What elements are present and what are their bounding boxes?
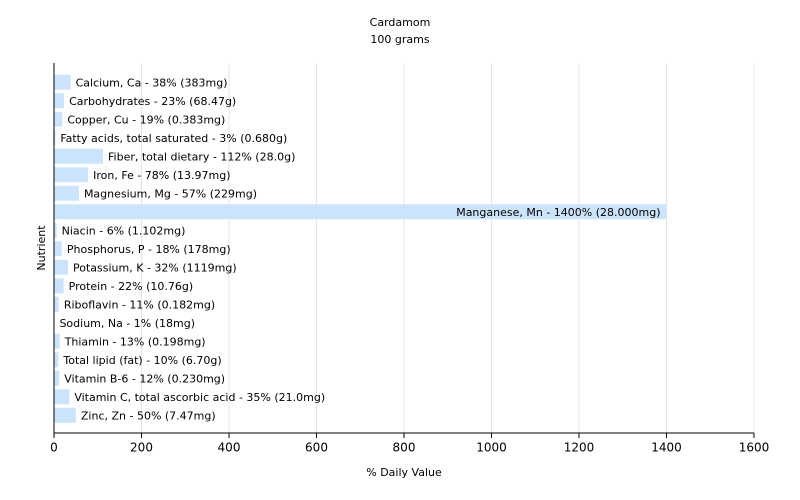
data-label: Potassium, K - 32% (1119mg) xyxy=(73,261,237,274)
bar xyxy=(54,352,59,368)
bar xyxy=(54,185,79,201)
bar xyxy=(54,74,71,90)
data-label: Niacin - 6% (1.102mg) xyxy=(62,224,186,237)
data-label: Magnesium, Mg - 57% (229mg) xyxy=(84,187,257,200)
bar xyxy=(54,407,76,423)
chart-subtitle: 100 grams xyxy=(370,33,429,46)
data-label: Zinc, Zn - 50% (7.47mg) xyxy=(81,409,216,422)
data-label: Calcium, Ca - 38% (383mg) xyxy=(76,76,228,89)
bar xyxy=(54,222,57,238)
bar xyxy=(54,111,63,127)
y-axis-label: Nutrient xyxy=(35,225,48,271)
bar xyxy=(54,278,64,294)
data-label: Riboflavin - 11% (0.182mg) xyxy=(64,298,215,311)
bar xyxy=(54,167,89,183)
data-label: Phosphorus, P - 18% (178mg) xyxy=(67,243,231,256)
x-tick-label: 1000 xyxy=(476,441,507,455)
bar xyxy=(54,370,60,386)
bar xyxy=(54,204,667,220)
x-tick-label: 1200 xyxy=(564,441,595,455)
x-tick-label: 1400 xyxy=(651,441,682,455)
bar xyxy=(54,333,60,349)
x-tick-label: 400 xyxy=(218,441,241,455)
bar xyxy=(54,259,68,275)
data-label: Vitamin C, total ascorbic acid - 35% (21… xyxy=(74,391,325,404)
data-label: Vitamin B-6 - 12% (0.230mg) xyxy=(64,372,225,385)
x-tick-label: 200 xyxy=(130,441,153,455)
bar xyxy=(54,389,70,405)
data-label: Sodium, Na - 1% (18mg) xyxy=(59,317,195,330)
bar xyxy=(54,296,59,312)
x-axis-label: % Daily Value xyxy=(366,466,442,479)
x-tick-label: 0 xyxy=(50,441,58,455)
data-label: Fiber, total dietary - 112% (28.0g) xyxy=(108,150,295,163)
data-label: Copper, Cu - 19% (0.383mg) xyxy=(67,113,225,126)
data-label: Manganese, Mn - 1400% (28.000mg) xyxy=(456,206,660,219)
bar xyxy=(54,93,65,109)
data-label: Protein - 22% (10.76g) xyxy=(69,280,194,293)
chart-title: Cardamom xyxy=(370,16,431,29)
bar xyxy=(54,130,56,146)
x-tick-label: 1600 xyxy=(739,441,770,455)
data-label: Carbohydrates - 23% (68.47g) xyxy=(69,95,236,108)
x-tick-label: 600 xyxy=(305,441,328,455)
bar xyxy=(54,241,62,257)
bar xyxy=(54,148,103,164)
data-label: Thiamin - 13% (0.198mg) xyxy=(64,335,206,348)
data-label: Total lipid (fat) - 10% (6.70g) xyxy=(62,354,221,367)
data-label: Iron, Fe - 78% (13.97mg) xyxy=(93,169,230,182)
data-label: Fatty acids, total saturated - 3% (0.680… xyxy=(60,132,287,145)
x-tick-label: 800 xyxy=(393,441,416,455)
